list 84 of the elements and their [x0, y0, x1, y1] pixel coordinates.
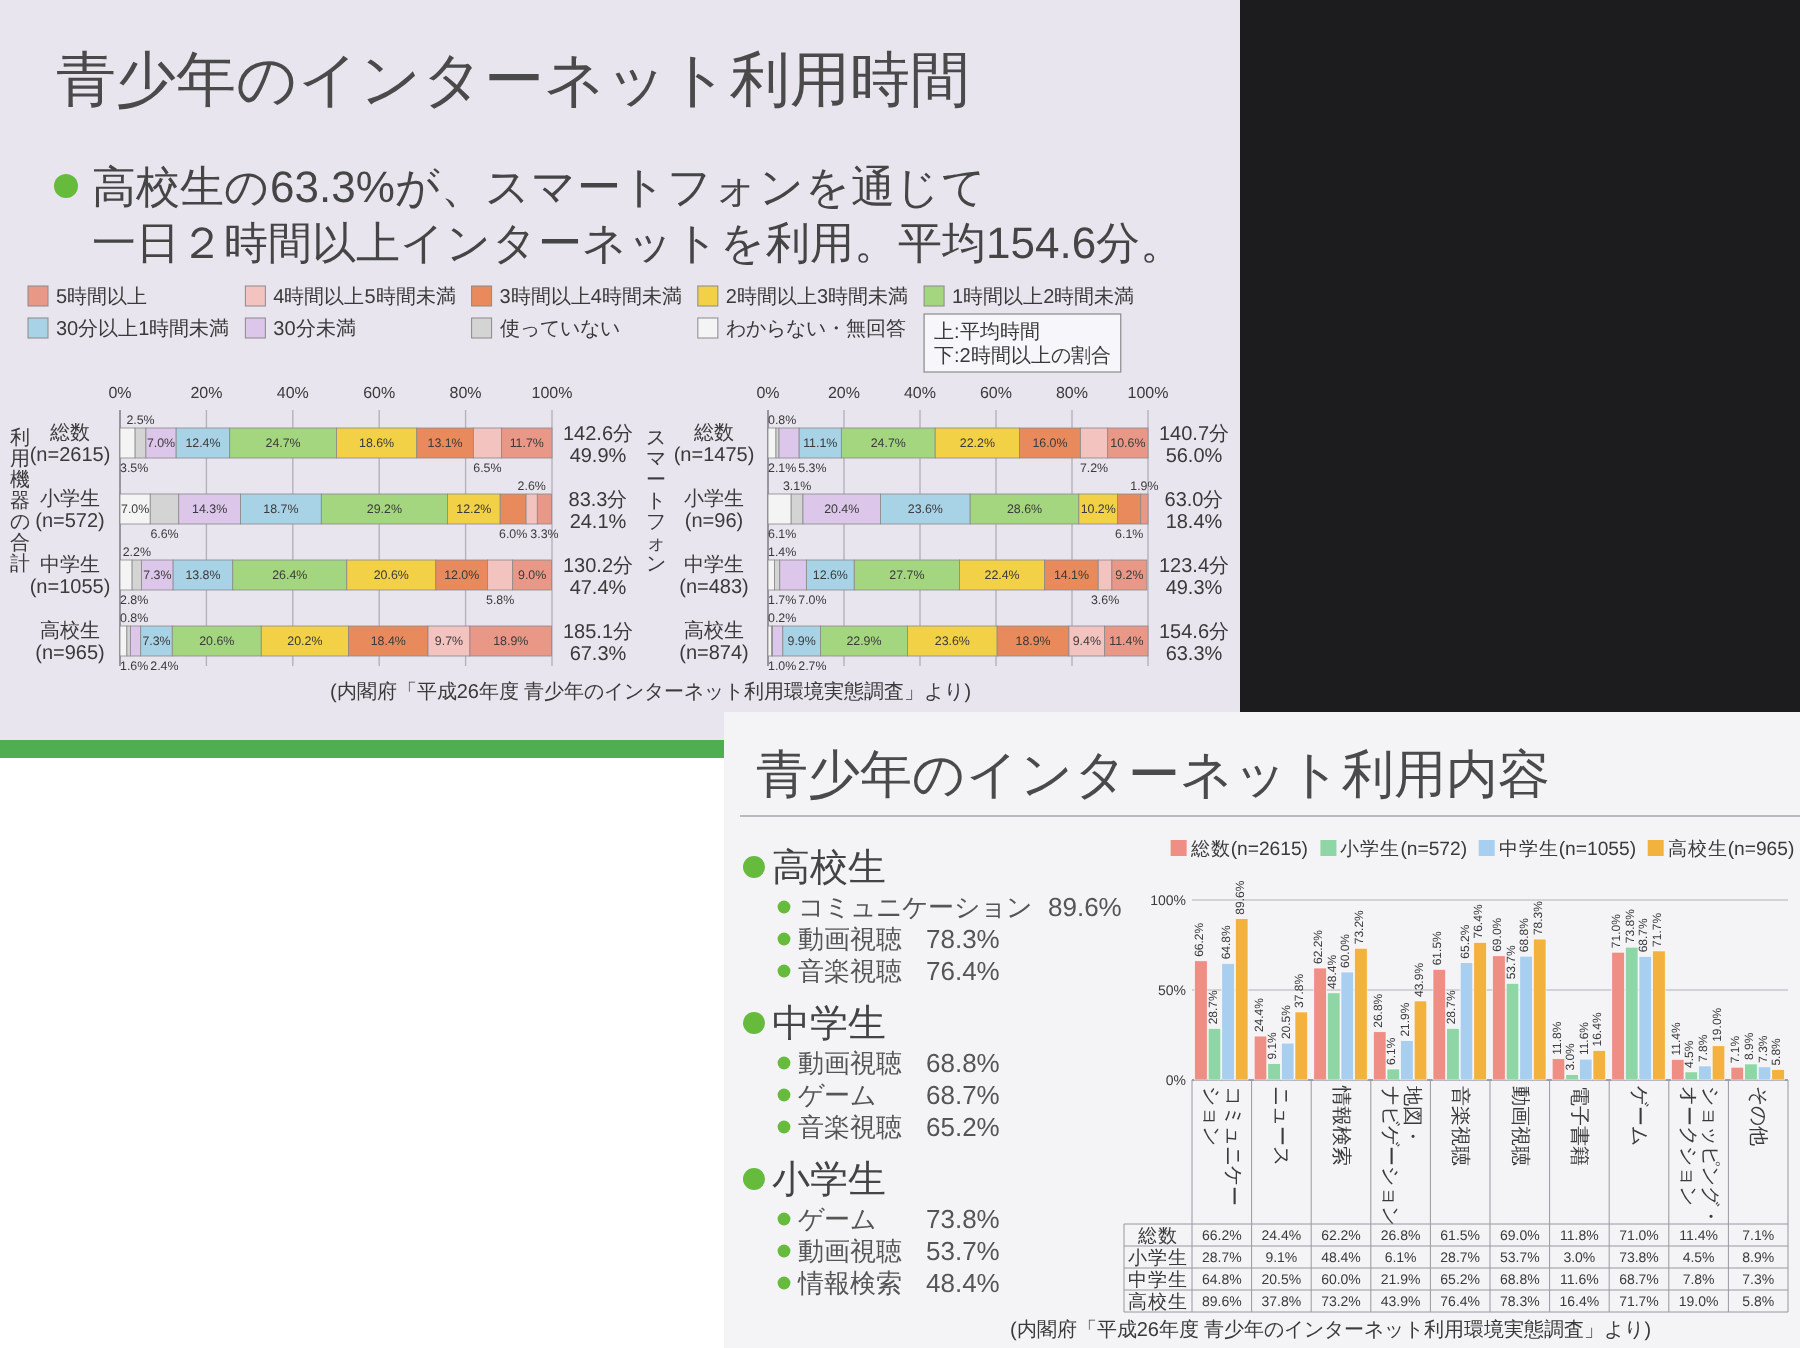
legend-label: 5時間以上	[56, 285, 148, 310]
x-tick-label: ゲーム	[1628, 1086, 1650, 1146]
text: 動画視聴 68.8%	[798, 1048, 1001, 1078]
text: 中学生	[1128, 1268, 1188, 1292]
text: 123.4分	[1158, 554, 1230, 578]
x-tick-label: 20%	[827, 384, 861, 402]
text: (内閣府「平成26年度 青少年のインターネット利用環境実態調査」より)	[1010, 1318, 1652, 1342]
legend-label: 2時間以上3時間未満	[725, 285, 909, 310]
text: 24.1%	[569, 512, 627, 534]
legend-label: 小学生(n=572)	[1340, 836, 1468, 861]
x-tick-label: 情報検索	[1330, 1084, 1354, 1166]
text: 18.4%	[1165, 512, 1223, 534]
y-tick-label: 小学生(n=572)	[35, 487, 105, 533]
text: 47.4%	[569, 578, 627, 600]
text: 総数	[1136, 1224, 1178, 1248]
text: 83.3分	[568, 488, 628, 512]
chart-title: 青少年のインターネット利用内容	[756, 744, 1550, 804]
legend-label: 使っていない	[499, 319, 620, 342]
y-tick-label: 高校生(n=965)	[35, 619, 105, 665]
text: 情報検索 48.4%	[796, 1268, 1001, 1298]
x-tick-label: 地図・ナビゲーション	[1378, 1084, 1425, 1226]
x-tick-label: 0%	[108, 384, 132, 402]
legend-label: 中学生(n=1055)	[1498, 836, 1637, 861]
text: 高校生	[1128, 1290, 1188, 1314]
text: 音楽視聴 65.2%	[798, 1112, 1001, 1142]
text: 142.6分	[562, 422, 634, 446]
x-tick-label: 60%	[979, 384, 1013, 402]
legend-label: 30分未満	[273, 317, 356, 342]
x-tick-label: 80%	[449, 384, 482, 402]
x-tick-label: 0%	[756, 384, 780, 402]
x-tick-label: ショッピング・オークション	[1676, 1086, 1721, 1226]
x-tick-label: 音楽視聴	[1449, 1086, 1474, 1166]
legend-label: 総数(n=2615)	[1188, 836, 1308, 861]
x-tick-label: コミュニケーション	[1199, 1086, 1244, 1206]
legend-label: 1時間以上2時間未満	[952, 285, 1135, 310]
x-tick-label: ニュース	[1270, 1086, 1293, 1166]
legend-label: わからない・無回答	[725, 317, 906, 342]
text: 56.0%	[1165, 446, 1223, 468]
text: 154.6分	[1158, 620, 1230, 644]
text: 高校生	[772, 846, 886, 890]
y-tick-label: 中学生(n=1055)	[29, 553, 111, 599]
text: 中学生	[772, 1004, 886, 1046]
text: 動画視聴 53.7%	[798, 1236, 1001, 1266]
x-tick-label: 40%	[276, 384, 309, 402]
x-tick-label: 動画視聴	[1508, 1086, 1533, 1166]
text: 上:平均時間	[934, 320, 1040, 344]
text: コミュニケーション 89.6%	[798, 892, 1123, 922]
text: (内閣府「平成26年度 青少年のインターネット利用環境実態調査」より)	[330, 680, 972, 704]
x-tick-label: 20%	[190, 384, 223, 402]
x-tick-label: 電子書籍	[1568, 1086, 1593, 1166]
text: 49.9%	[569, 446, 627, 468]
text: 140.7分	[1158, 422, 1230, 446]
text: 動画視聴 78.3%	[798, 924, 1001, 954]
text: 小学生	[772, 1160, 886, 1202]
y-tick-label: 中学生(n=483)	[679, 553, 749, 599]
y-tick-label: 高校生(n=874)	[679, 619, 749, 665]
x-tick-label: 60%	[363, 384, 396, 402]
text: 小学生	[1128, 1246, 1188, 1270]
text: ゲーム 68.7%	[798, 1080, 1000, 1110]
chart-subtitle: 高校生の63.3%が、スマートフォンを通じて一日２時間以上インターネットを利用。平均154.6分。	[92, 162, 1185, 268]
y-tick-label: 総数(n=1475)	[673, 421, 755, 467]
text: 音楽視聴 76.4%	[798, 956, 1001, 986]
text: 130.2分	[562, 554, 634, 578]
x-tick-label: 100%	[531, 384, 573, 402]
x-tick-label: その他	[1747, 1086, 1772, 1146]
text: 49.3%	[1165, 578, 1223, 600]
y-axis-title: 利用機器の合計	[10, 425, 30, 576]
y-tick-label: 小学生(n=96)	[684, 487, 744, 533]
y-axis-title: スマートフォン	[646, 427, 666, 576]
text: 185.1分	[562, 620, 634, 644]
text: ゲーム 73.8%	[798, 1204, 1000, 1234]
x-tick-label: 80%	[1055, 384, 1089, 402]
legend-label: 3時間以上4時間未満	[499, 285, 682, 310]
text: 下:2時間以上の割合	[934, 344, 1111, 368]
legend-label: 高校生(n=965)	[1667, 836, 1795, 861]
chart-title: 青少年のインターネット利用時間	[56, 48, 970, 114]
legend-label: 4時間以上5時間未満	[273, 285, 456, 310]
text: 63.0分	[1164, 488, 1224, 512]
text: 67.3%	[569, 644, 627, 666]
x-tick-label: 100%	[1127, 384, 1169, 402]
legend-label: 30分以上1時間未満	[56, 317, 230, 342]
x-tick-label: 40%	[903, 384, 937, 402]
text: 63.3%	[1165, 644, 1223, 666]
y-tick-label: 総数(n=2615)	[29, 421, 111, 467]
